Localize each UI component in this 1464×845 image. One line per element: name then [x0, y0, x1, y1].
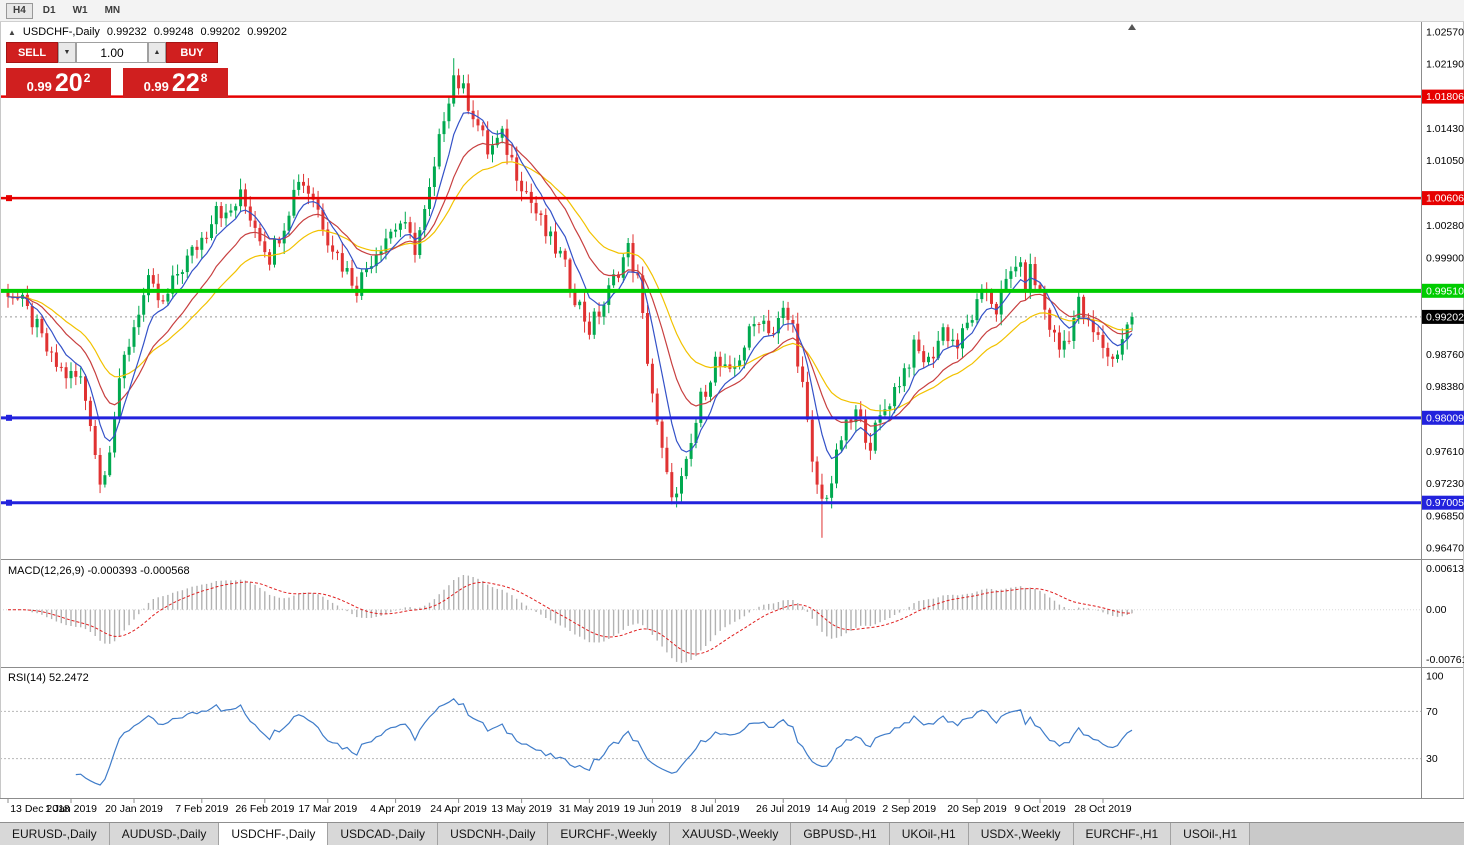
buy-price-prefix: 0.99	[143, 79, 169, 94]
sell-price-pips: 2	[83, 71, 91, 85]
bottom-tab-audusd-daily[interactable]: AUDUSD-,Daily	[109, 823, 220, 845]
sell-price-box[interactable]: 0.99 20 2	[6, 68, 111, 98]
svg-text:24 Apr 2019: 24 Apr 2019	[430, 803, 487, 815]
moving-averages-layer	[7, 111, 1133, 460]
svg-text:0.97610: 0.97610	[1426, 446, 1464, 458]
svg-text:0.99202: 0.99202	[1426, 311, 1464, 323]
bottom-tab-usoil-h1[interactable]: USOil-,H1	[1171, 823, 1251, 845]
svg-text:20 Sep 2019: 20 Sep 2019	[947, 803, 1007, 815]
svg-text:1.00280: 1.00280	[1426, 220, 1464, 232]
price-axis-layer[interactable]: 1.02570 1.02190 1.01430 1.01050 1.00280 0.999…	[1422, 27, 1464, 766]
chart-region: 13 Dec 2018 1 Jan 2019 20 Jan 2019 7 Feb 20…	[0, 22, 1464, 822]
symbol-title: USDCHF-,Daily	[22, 26, 100, 38]
svg-text:20 Jan 2019: 20 Jan 2019	[105, 803, 163, 815]
svg-text:0.00: 0.00	[1426, 604, 1447, 616]
period-button-d1[interactable]: D1	[36, 3, 63, 19]
svg-text:0.97230: 0.97230	[1426, 478, 1464, 490]
svg-text:13 Dec 2018: 13 Dec 2018	[10, 803, 70, 815]
ohlc-high: 0.99248	[153, 26, 194, 38]
period-toolbar: H4 D1 W1 MN	[0, 0, 1464, 22]
svg-text:0.98380: 0.98380	[1426, 381, 1464, 393]
rsi-indicator-label: RSI(14) 52.2472	[8, 672, 89, 684]
chart-symbol-header: ▲ USDCHF-,Daily 0.99232 0.99248 0.99202 …	[8, 26, 287, 38]
svg-text:1.02190: 1.02190	[1426, 59, 1464, 71]
ohlc-low: 0.99202	[200, 26, 241, 38]
svg-text:0.98760: 0.98760	[1426, 349, 1464, 361]
period-button-mn[interactable]: MN	[98, 3, 128, 19]
svg-text:-0.00761: -0.00761	[1426, 654, 1464, 666]
bottom-tab-eurchf-weekly[interactable]: EURCHF-,Weekly	[548, 823, 670, 845]
svg-text:14 Aug 2019: 14 Aug 2019	[817, 803, 876, 815]
candles-layer	[6, 58, 1134, 538]
svg-text:31 May 2019: 31 May 2019	[559, 803, 620, 815]
svg-text:26 Feb 2019: 26 Feb 2019	[235, 803, 294, 815]
bottom-tab-usdcad-daily[interactable]: USDCAD-,Daily	[328, 823, 439, 845]
buy-button[interactable]: BUY	[166, 42, 218, 63]
svg-text:0.96470: 0.96470	[1426, 543, 1464, 555]
one-click-trading-panel: SELL ▼ ▲ BUY 0.99 20 2 0.99 22 8	[6, 42, 228, 98]
ohlc-close: 0.99202	[247, 26, 287, 38]
buy-price-box[interactable]: 0.99 22 8	[123, 68, 228, 98]
svg-text:1.02570: 1.02570	[1426, 27, 1464, 39]
svg-text:19 Jun 2019: 19 Jun 2019	[623, 803, 681, 815]
macd-layer	[0, 575, 1421, 664]
volume-up-button[interactable]: ▲	[148, 42, 166, 63]
chevron-down-icon: ▼	[63, 49, 71, 56]
svg-text:0.96850: 0.96850	[1426, 510, 1464, 522]
svg-text:0.98009: 0.98009	[1426, 412, 1464, 424]
panel-frame-layer	[0, 22, 1464, 803]
period-button-w1[interactable]: W1	[66, 3, 95, 19]
ohlc-open: 0.99232	[106, 26, 147, 38]
horizontal-lines-layer[interactable]	[0, 95, 1421, 506]
svg-text:1.00606: 1.00606	[1426, 193, 1464, 205]
period-button-h4[interactable]: H4	[6, 2, 33, 19]
svg-text:26 Jul 2019: 26 Jul 2019	[756, 803, 810, 815]
svg-text:1.01806: 1.01806	[1426, 91, 1464, 103]
bottom-tab-eurchf-h1[interactable]: EURCHF-,H1	[1073, 823, 1172, 845]
buy-price-big: 22	[171, 69, 200, 97]
svg-text:0.97005: 0.97005	[1426, 497, 1464, 509]
buy-price-pips: 8	[200, 71, 208, 85]
bottom-tab-bar: EURUSD-,Daily AUDUSD-,Daily USDCHF-,Daily U…	[0, 822, 1464, 845]
bottom-tab-gbpusd-h1[interactable]: GBPUSD-,H1	[791, 823, 890, 845]
sell-button[interactable]: SELL	[6, 42, 58, 63]
svg-text:13 May 2019: 13 May 2019	[491, 803, 552, 815]
svg-text:0.00613: 0.00613	[1426, 563, 1464, 575]
bottom-tab-xauusd-weekly[interactable]: XAUUSD-,Weekly	[669, 823, 792, 845]
svg-text:1 Jan 2019: 1 Jan 2019	[45, 803, 97, 815]
svg-text:100: 100	[1426, 671, 1444, 683]
volume-down-button[interactable]: ▼	[58, 42, 76, 63]
bottom-tab-ukoil-h1[interactable]: UKOil-,H1	[889, 823, 969, 845]
svg-text:1.01050: 1.01050	[1426, 155, 1464, 167]
svg-text:9 Oct 2019: 9 Oct 2019	[1014, 803, 1066, 815]
sell-price-big: 20	[54, 69, 83, 97]
bottom-tab-usdx-weekly[interactable]: USDX-,Weekly	[968, 823, 1074, 845]
svg-text:17 Mar 2019: 17 Mar 2019	[298, 803, 357, 815]
svg-text:1.01430: 1.01430	[1426, 123, 1464, 135]
svg-text:70: 70	[1426, 706, 1438, 718]
macd-indicator-label: MACD(12,26,9) -0.000393 -0.000568	[8, 565, 190, 577]
bottom-tab-eurusd-daily[interactable]: EURUSD-,Daily	[0, 823, 110, 845]
svg-text:2 Sep 2019: 2 Sep 2019	[882, 803, 936, 815]
svg-text:30: 30	[1426, 753, 1438, 765]
rsi-layer	[0, 697, 1421, 786]
svg-text:0.99510: 0.99510	[1426, 285, 1464, 297]
svg-text:7 Feb 2019: 7 Feb 2019	[175, 803, 228, 815]
chevron-up-icon: ▲	[153, 49, 161, 56]
svg-text:0.99900: 0.99900	[1426, 252, 1464, 264]
bottom-tab-usdcnh-daily[interactable]: USDCNH-,Daily	[438, 823, 549, 845]
svg-text:28 Oct 2019: 28 Oct 2019	[1074, 803, 1131, 815]
svg-text:8 Jul 2019: 8 Jul 2019	[691, 803, 740, 815]
one-click-toggle-icon[interactable]: ▲	[8, 28, 16, 37]
sell-price-prefix: 0.99	[26, 79, 52, 94]
svg-text:4 Apr 2019: 4 Apr 2019	[370, 803, 421, 815]
bottom-tab-usdchf-daily[interactable]: USDCHF-,Daily	[219, 823, 329, 845]
volume-input[interactable]	[76, 42, 148, 63]
